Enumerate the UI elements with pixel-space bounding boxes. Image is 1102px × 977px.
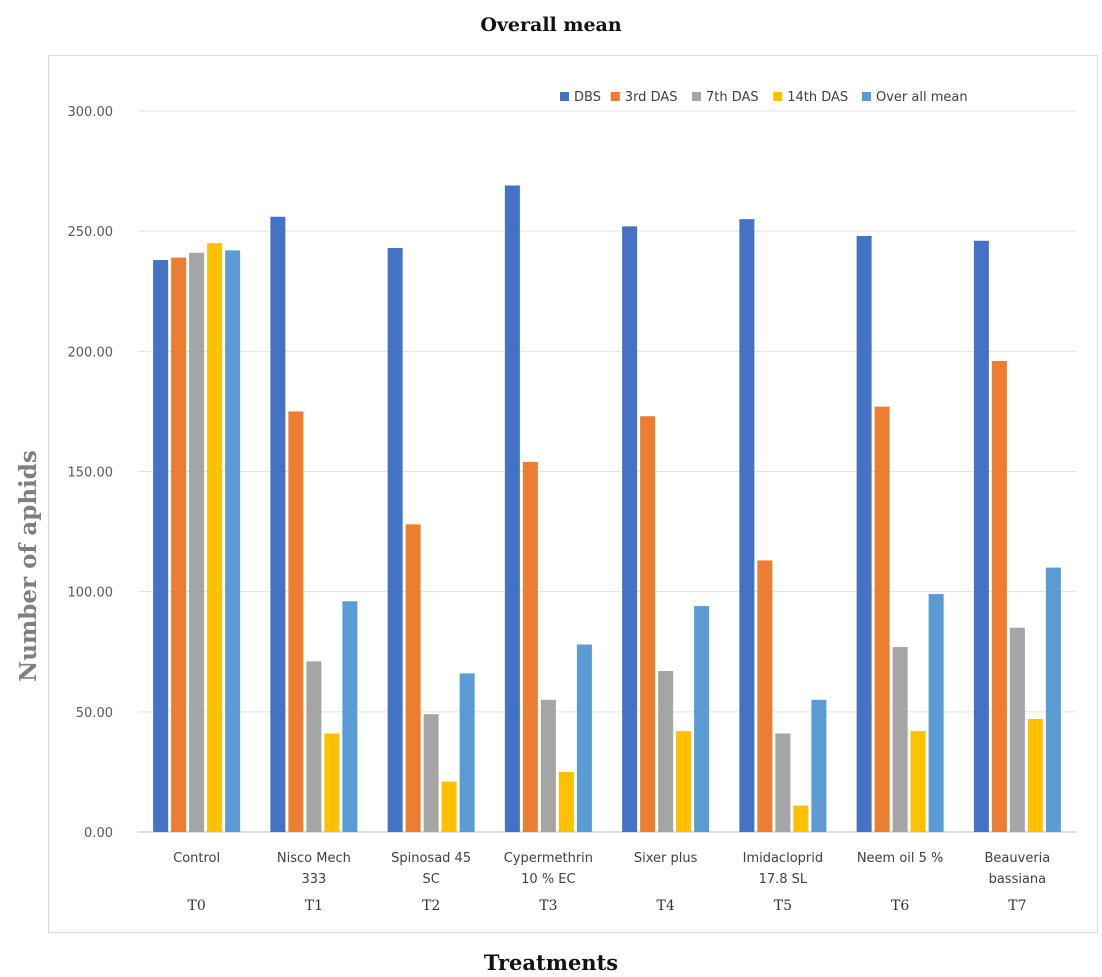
bar-T3-7th-das bbox=[540, 699, 556, 832]
bar-T6-7th-das bbox=[892, 646, 908, 832]
bar-T2-over-all-mean bbox=[459, 673, 475, 832]
bar-T4-over-all-mean bbox=[694, 606, 710, 832]
treatment-code-label: T2 bbox=[422, 898, 440, 914]
bar-T3-3rd-das bbox=[522, 461, 538, 832]
x-tick-label: 333 bbox=[301, 872, 326, 887]
bar-T5-over-all-mean bbox=[811, 699, 827, 832]
treatment-code-label: T4 bbox=[657, 898, 675, 914]
bar-T6-3rd-das bbox=[874, 406, 890, 832]
bar-T7-14th-das bbox=[1027, 719, 1043, 832]
legend-swatch bbox=[560, 92, 569, 101]
y-tick-label: 200.00 bbox=[68, 345, 114, 360]
y-tick-label: 0.00 bbox=[84, 826, 113, 841]
bar-T0-14th-das bbox=[207, 243, 223, 832]
x-tick-label: SC bbox=[422, 872, 439, 887]
x-tick-label: Spinosad 45 bbox=[391, 851, 471, 866]
bar-T6-dbs bbox=[856, 235, 872, 832]
bar-T3-over-all-mean bbox=[576, 644, 592, 832]
bar-T2-7th-das bbox=[423, 714, 439, 832]
legend-swatch bbox=[610, 92, 620, 101]
bar-T7-over-all-mean bbox=[1045, 567, 1061, 832]
bar-T1-over-all-mean bbox=[342, 601, 358, 832]
y-tick-label: 250.00 bbox=[68, 225, 114, 240]
bar-T0-7th-das bbox=[189, 252, 205, 833]
bar-T7-7th-das bbox=[1009, 627, 1025, 832]
x-tick-label: 17.8 SL bbox=[759, 872, 808, 887]
legend-label: DBS bbox=[574, 90, 601, 105]
legend-label: Over all mean bbox=[876, 90, 968, 105]
bar-T3-14th-das bbox=[558, 771, 574, 832]
legend-swatch bbox=[692, 92, 701, 101]
x-tick-label: Imidacloprid bbox=[743, 851, 824, 866]
bar-T5-7th-das bbox=[775, 733, 791, 832]
bar-T1-3rd-das bbox=[288, 411, 304, 832]
bar-T5-14th-das bbox=[793, 805, 809, 832]
treatment-code-label: T7 bbox=[1008, 898, 1026, 914]
bar-T7-dbs bbox=[973, 240, 989, 832]
x-tick-label: Nisco Mech bbox=[277, 851, 351, 866]
treatment-code-label: T0 bbox=[188, 898, 206, 914]
bar-T5-dbs bbox=[739, 219, 755, 832]
bar-T2-14th-das bbox=[441, 781, 457, 832]
bar-T0-3rd-das bbox=[171, 257, 187, 832]
x-tick-label: bassiana bbox=[989, 872, 1047, 887]
bar-T1-dbs bbox=[270, 216, 286, 832]
chart-title: Overall mean bbox=[480, 14, 622, 36]
y-tick-label: 300.00 bbox=[68, 105, 114, 120]
bar-T4-dbs bbox=[622, 226, 638, 833]
bar-T4-14th-das bbox=[676, 731, 692, 832]
bar-T1-7th-das bbox=[306, 661, 322, 832]
y-tick-label: 50.00 bbox=[76, 706, 113, 721]
legend-label: 14th DAS bbox=[787, 90, 848, 105]
bar-T1-14th-das bbox=[324, 733, 340, 832]
bar-T7-3rd-das bbox=[991, 360, 1007, 832]
y-axis-title: Number of aphids bbox=[15, 450, 42, 682]
x-tick-label: Neem oil 5 % bbox=[857, 851, 944, 866]
treatment-code-label: T1 bbox=[305, 898, 323, 914]
bar-T4-7th-das bbox=[658, 670, 674, 832]
bar-T6-14th-das bbox=[910, 731, 926, 832]
legend-label: 3rd DAS bbox=[625, 90, 678, 105]
plot-frame bbox=[48, 55, 1098, 933]
x-axis-title: Treatments bbox=[483, 950, 619, 975]
treatment-code-label: T6 bbox=[891, 898, 909, 914]
legend-swatch bbox=[773, 92, 783, 101]
bar-T0-dbs bbox=[153, 260, 169, 832]
bar-T5-3rd-das bbox=[757, 560, 773, 832]
bar-T4-3rd-das bbox=[640, 416, 656, 832]
treatment-code-label: T3 bbox=[539, 898, 557, 914]
x-tick-label: Beauveria bbox=[985, 851, 1051, 866]
legend-label: 7th DAS bbox=[706, 90, 759, 105]
y-tick-label: 100.00 bbox=[68, 586, 114, 601]
bar-T0-over-all-mean bbox=[225, 250, 241, 833]
x-tick-label: Sixer plus bbox=[634, 851, 698, 866]
x-tick-label: 10 % EC bbox=[521, 872, 575, 887]
bar-T6-over-all-mean bbox=[928, 594, 944, 832]
bar-T2-3rd-das bbox=[405, 524, 421, 832]
bar-T3-dbs bbox=[504, 185, 520, 833]
y-tick-label: 150.00 bbox=[68, 466, 114, 481]
x-tick-label: Cypermethrin bbox=[504, 851, 593, 866]
bar-T2-dbs bbox=[387, 247, 403, 833]
legend-swatch bbox=[862, 92, 871, 101]
treatment-code-label: T5 bbox=[774, 898, 792, 914]
x-tick-label: Control bbox=[173, 851, 220, 866]
